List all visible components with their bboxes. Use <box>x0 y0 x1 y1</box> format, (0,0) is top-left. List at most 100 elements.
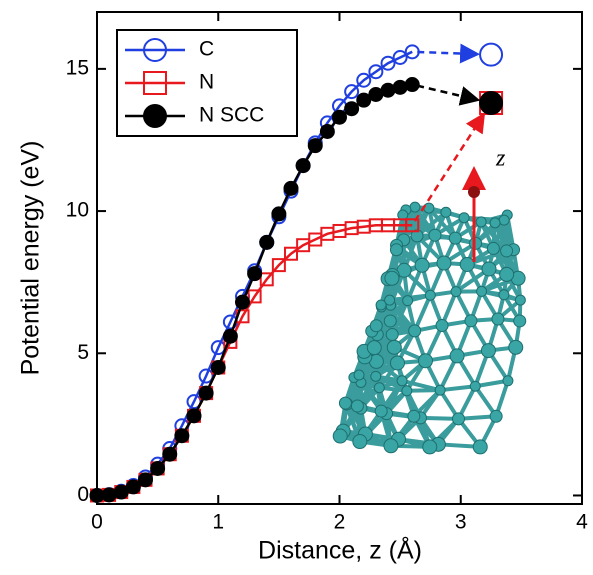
atom <box>514 294 526 306</box>
marker <box>356 92 372 108</box>
y-tick-label: 15 <box>66 56 89 79</box>
atom <box>383 438 399 454</box>
marker <box>319 123 335 139</box>
legend-marker <box>143 104 167 128</box>
atom <box>458 212 470 224</box>
atom <box>410 229 424 243</box>
marker <box>284 246 298 261</box>
atom <box>389 243 403 257</box>
atom <box>366 340 382 356</box>
atom <box>408 324 422 338</box>
marker <box>174 428 190 444</box>
marker <box>198 368 214 384</box>
marker <box>125 479 141 495</box>
legend: CN N SCC <box>116 29 298 137</box>
x-tick-label: 0 <box>91 511 103 534</box>
atom <box>418 353 434 369</box>
marker <box>283 180 299 196</box>
atom <box>449 348 465 364</box>
legend-label: N SCC <box>199 104 264 127</box>
atom <box>374 404 388 418</box>
atom <box>480 343 496 359</box>
atom <box>396 375 408 387</box>
atom <box>384 270 400 286</box>
atom <box>459 256 475 272</box>
dashed-arrow <box>413 112 486 222</box>
bond <box>474 378 509 389</box>
marker <box>392 79 408 95</box>
marker <box>162 446 178 462</box>
atom <box>407 409 421 423</box>
atom <box>481 261 497 277</box>
marker <box>479 42 504 67</box>
atom <box>409 201 421 213</box>
atom <box>450 286 462 298</box>
atom <box>502 375 514 387</box>
marker <box>368 64 384 80</box>
atom <box>448 231 462 245</box>
atom <box>440 206 452 218</box>
marker <box>271 206 287 222</box>
x-tick-label: 3 <box>455 511 467 534</box>
molecule-illustration <box>332 201 527 455</box>
marker <box>368 86 384 102</box>
atom <box>468 186 480 198</box>
marker <box>186 408 202 424</box>
atom <box>489 217 501 229</box>
legend-label: N <box>199 71 214 94</box>
atom <box>498 214 510 226</box>
atom <box>513 314 527 328</box>
atom <box>389 355 405 371</box>
marker <box>222 328 238 344</box>
atom <box>486 241 500 255</box>
atom <box>428 228 442 242</box>
atom <box>498 289 510 301</box>
atom <box>401 385 413 397</box>
y-tick-label: 5 <box>77 341 89 364</box>
atom <box>338 396 352 410</box>
legend-marker <box>143 71 167 95</box>
marker <box>113 484 129 500</box>
atom <box>352 434 368 450</box>
marker <box>259 272 274 287</box>
atom <box>423 202 435 214</box>
marker <box>247 266 263 282</box>
atom <box>434 384 446 396</box>
marker <box>404 77 420 93</box>
marker <box>259 234 275 250</box>
marker <box>307 138 323 154</box>
dashed-arrow <box>417 43 481 64</box>
marker <box>150 460 166 476</box>
atom <box>369 319 383 333</box>
y-tick-label: 0 <box>77 483 89 506</box>
y-axis-label: Potential energy (eV) <box>17 141 45 376</box>
atom <box>422 439 438 455</box>
marker <box>198 385 214 401</box>
dashed-arrow <box>416 84 481 106</box>
atom <box>499 266 515 282</box>
bond <box>439 384 476 393</box>
atom <box>475 216 487 228</box>
atom <box>469 380 481 392</box>
marker <box>479 91 504 116</box>
bond <box>401 378 441 393</box>
atom <box>472 439 488 455</box>
marker <box>344 101 360 117</box>
atom <box>350 399 364 413</box>
atom <box>469 236 483 250</box>
atom <box>370 370 382 382</box>
marker <box>247 289 262 304</box>
atom <box>385 327 399 341</box>
x-tick-label: 1 <box>212 511 224 534</box>
marker <box>271 258 286 273</box>
marker <box>380 82 396 98</box>
atom <box>464 314 478 328</box>
atom <box>375 299 387 311</box>
atom <box>386 339 402 355</box>
bond <box>427 206 457 240</box>
atom <box>353 369 365 381</box>
x-tick-label: 4 <box>576 511 588 534</box>
legend-marker <box>143 38 167 62</box>
